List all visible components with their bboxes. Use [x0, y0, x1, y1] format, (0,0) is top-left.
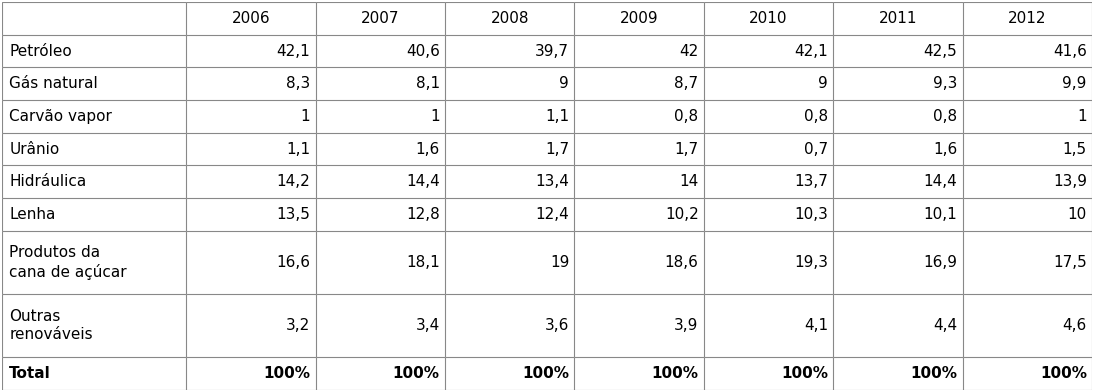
Text: 4,4: 4,4 [933, 318, 957, 333]
Text: 14,4: 14,4 [923, 174, 957, 189]
Text: 9,3: 9,3 [933, 76, 957, 91]
Text: 8,3: 8,3 [287, 76, 311, 91]
Text: 40,6: 40,6 [406, 44, 440, 58]
Text: 2011: 2011 [878, 11, 917, 26]
Text: 10: 10 [1068, 207, 1086, 222]
Text: 12,8: 12,8 [406, 207, 440, 222]
Text: 1: 1 [301, 109, 311, 124]
Text: 42,1: 42,1 [794, 44, 828, 58]
Text: 12,4: 12,4 [535, 207, 569, 222]
Text: 2010: 2010 [749, 11, 788, 26]
Text: 8,1: 8,1 [416, 76, 440, 91]
Text: 3,6: 3,6 [545, 318, 569, 333]
Text: 1: 1 [430, 109, 440, 124]
Text: 39,7: 39,7 [535, 44, 569, 58]
Text: 1,5: 1,5 [1062, 142, 1086, 156]
Text: 2007: 2007 [361, 11, 399, 26]
Text: 1: 1 [1078, 109, 1086, 124]
Text: 10,3: 10,3 [794, 207, 828, 222]
Text: 18,1: 18,1 [406, 255, 440, 270]
Text: 1,6: 1,6 [416, 142, 440, 156]
Text: 2006: 2006 [232, 11, 270, 26]
Text: Produtos da
cana de açúcar: Produtos da cana de açúcar [10, 245, 127, 280]
Text: 4,6: 4,6 [1062, 318, 1086, 333]
Text: 100%: 100% [264, 366, 311, 381]
Text: 1,7: 1,7 [675, 142, 699, 156]
Text: 9: 9 [559, 76, 569, 91]
Text: 3,9: 3,9 [674, 318, 699, 333]
Text: Carvão vapor: Carvão vapor [10, 109, 113, 124]
Text: 0,8: 0,8 [933, 109, 957, 124]
Text: 0,8: 0,8 [675, 109, 699, 124]
Text: 14: 14 [679, 174, 699, 189]
Text: 10,2: 10,2 [665, 207, 699, 222]
Text: 16,9: 16,9 [923, 255, 957, 270]
Text: 19,3: 19,3 [794, 255, 828, 270]
Text: 13,5: 13,5 [277, 207, 311, 222]
Text: 1,6: 1,6 [933, 142, 957, 156]
Text: 13,4: 13,4 [535, 174, 569, 189]
Text: Urânio: Urânio [10, 142, 59, 156]
Text: 17,5: 17,5 [1054, 255, 1086, 270]
Text: 0,7: 0,7 [804, 142, 828, 156]
Text: 13,7: 13,7 [794, 174, 828, 189]
Text: 0,8: 0,8 [804, 109, 828, 124]
Text: 100%: 100% [781, 366, 828, 381]
Text: 41,6: 41,6 [1052, 44, 1086, 58]
Text: 9,9: 9,9 [1062, 76, 1086, 91]
Text: Gás natural: Gás natural [10, 76, 98, 91]
Text: 3,2: 3,2 [287, 318, 311, 333]
Text: Outras
renováveis: Outras renováveis [10, 309, 93, 343]
Text: 1,7: 1,7 [545, 142, 569, 156]
Text: 42: 42 [679, 44, 699, 58]
Text: 14,4: 14,4 [406, 174, 440, 189]
Text: 19: 19 [550, 255, 569, 270]
Text: 3,4: 3,4 [416, 318, 440, 333]
Text: 1,1: 1,1 [545, 109, 569, 124]
Text: 16,6: 16,6 [277, 255, 311, 270]
Text: 1,1: 1,1 [287, 142, 311, 156]
Text: 42,5: 42,5 [923, 44, 957, 58]
Text: 4,1: 4,1 [804, 318, 828, 333]
Text: 100%: 100% [393, 366, 440, 381]
Text: 13,9: 13,9 [1052, 174, 1086, 189]
Text: 2009: 2009 [620, 11, 659, 26]
Text: 100%: 100% [1039, 366, 1086, 381]
Text: 9: 9 [818, 76, 828, 91]
Text: 10,1: 10,1 [923, 207, 957, 222]
Text: Petróleo: Petróleo [10, 44, 72, 58]
Text: 2008: 2008 [490, 11, 528, 26]
Text: 14,2: 14,2 [277, 174, 311, 189]
Text: 18,6: 18,6 [665, 255, 699, 270]
Text: 8,7: 8,7 [675, 76, 699, 91]
Text: 100%: 100% [910, 366, 957, 381]
Text: 42,1: 42,1 [277, 44, 311, 58]
Text: 100%: 100% [652, 366, 699, 381]
Text: Hidráulica: Hidráulica [10, 174, 86, 189]
Text: Lenha: Lenha [10, 207, 56, 222]
Text: 100%: 100% [522, 366, 569, 381]
Text: 2012: 2012 [1008, 11, 1047, 26]
Text: Total: Total [10, 366, 51, 381]
